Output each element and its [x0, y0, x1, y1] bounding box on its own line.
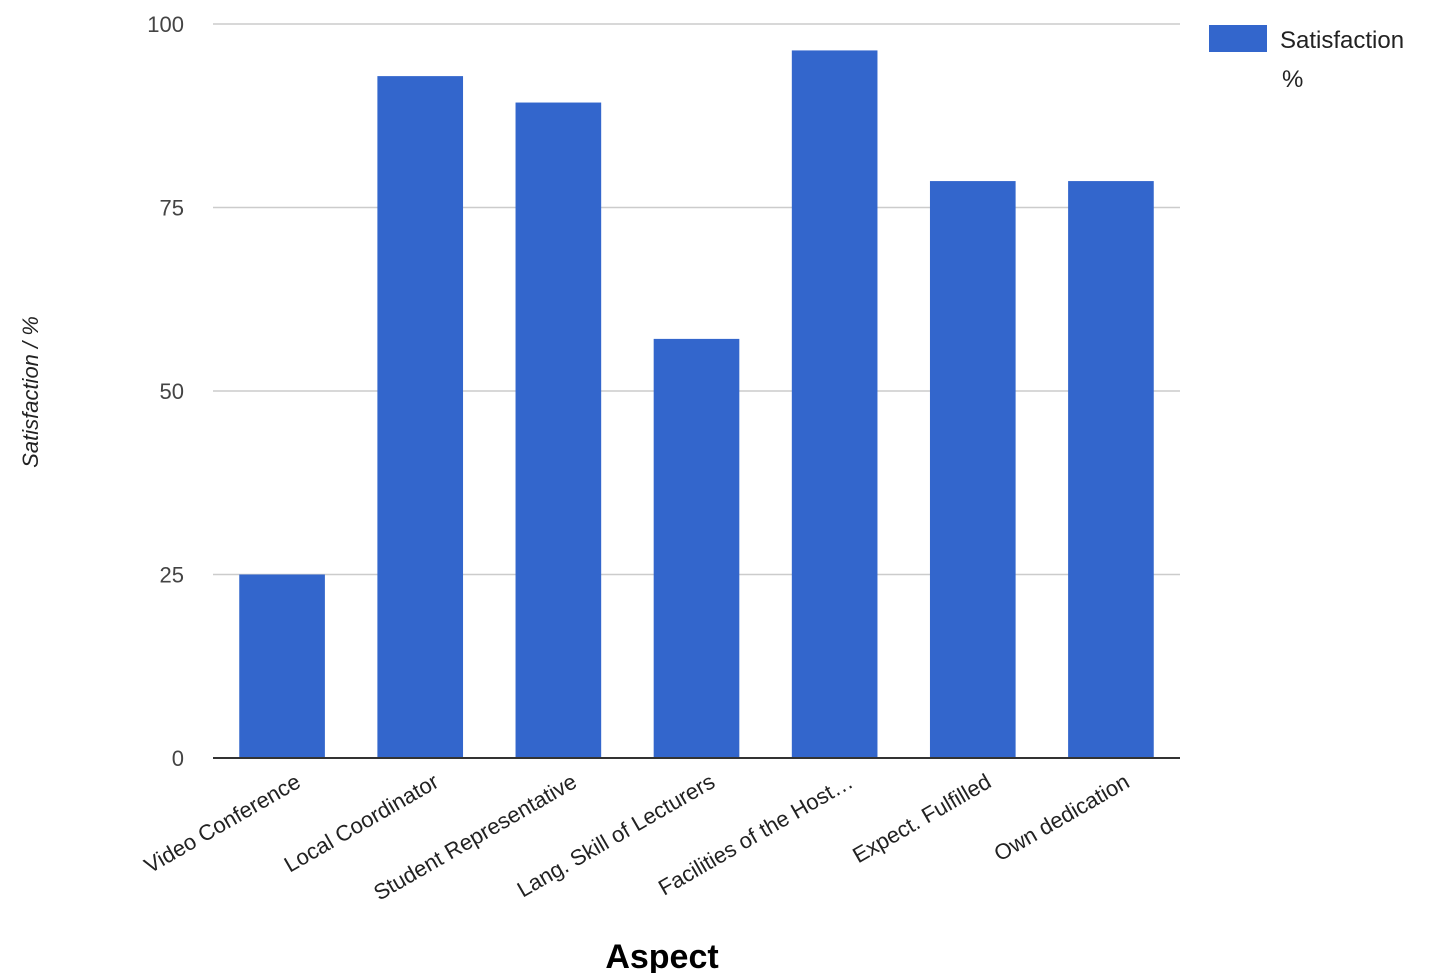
y-tick-label: 75: [160, 196, 184, 221]
y-axis-label: Satisfaction / %: [18, 316, 43, 468]
x-tick-label: Own dedication: [990, 769, 1134, 866]
legend-swatch: [1209, 25, 1267, 52]
bar: [515, 102, 602, 758]
bar: [791, 50, 878, 758]
y-tick-label: 25: [160, 563, 184, 588]
x-axis-label: Aspect: [605, 938, 718, 973]
x-tick-label: Video Conference: [140, 769, 305, 879]
bars: [239, 50, 1154, 759]
bar: [239, 574, 325, 758]
bar: [653, 338, 740, 758]
legend: Satisfaction %: [1209, 25, 1404, 93]
y-tick-labels: 0 25 50 75 100: [147, 12, 184, 771]
x-tick-label: Expect. Fulfilled: [848, 769, 995, 868]
legend-label-line2: %: [1282, 66, 1303, 93]
y-tick-label: 50: [160, 379, 184, 404]
bar: [1068, 181, 1154, 759]
y-tick-label: 0: [172, 746, 184, 771]
bar: [929, 181, 1016, 759]
bar: [377, 76, 464, 758]
legend-label-line1: Satisfaction: [1280, 27, 1404, 54]
y-tick-label: 100: [147, 12, 184, 37]
